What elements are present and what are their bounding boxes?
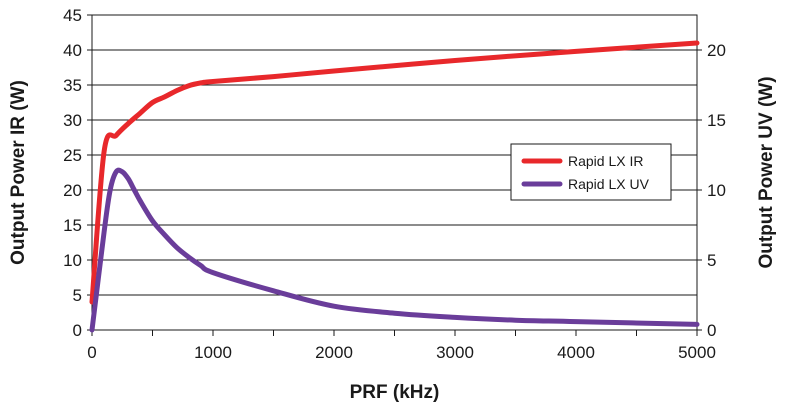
y2-tick-label: 0 xyxy=(707,321,716,340)
x-axis-title: PRF (kHz) xyxy=(350,382,440,403)
y-tick-label: 25 xyxy=(63,146,82,165)
y-tick-label: 10 xyxy=(63,251,82,270)
y2-tick-label: 5 xyxy=(707,251,716,270)
y-axis-right-title: Output Power UV (W) xyxy=(756,76,777,268)
legend-box xyxy=(510,143,672,201)
series-line-ir xyxy=(89,40,700,305)
y-axis-left-title: Output Power IR (W) xyxy=(8,80,29,265)
y-tick-label: 5 xyxy=(73,286,82,305)
y-tick-label: 15 xyxy=(63,216,82,235)
y-tick-label: 20 xyxy=(63,181,82,200)
y-tick-label: 45 xyxy=(63,6,82,25)
y2-tick-label: 15 xyxy=(707,111,726,130)
legend: Rapid LX IR Rapid LX UV xyxy=(510,143,672,201)
x-tick-label: 3000 xyxy=(436,343,474,362)
y-tick-label: 40 xyxy=(63,41,82,60)
series-line-uv xyxy=(89,167,700,333)
x-tick-label: 5000 xyxy=(678,343,716,362)
y2-tick-label: 10 xyxy=(707,181,726,200)
axis-ticks: 0 5 10 15 20 25 30 35 40 45 0 5 10 15 20 0 1000 2000 3000 4… xyxy=(63,6,726,362)
x-tick-label: 4000 xyxy=(557,343,595,362)
y-tick-label: 0 xyxy=(73,321,82,340)
y-tick-label: 30 xyxy=(63,111,82,130)
y2-tick-label: 20 xyxy=(707,41,726,60)
legend-label-ir: Rapid LX IR xyxy=(568,153,643,169)
legend-label-uv: Rapid LX UV xyxy=(568,176,650,192)
x-tick-label: 0 xyxy=(87,343,96,362)
x-tick-label: 1000 xyxy=(194,343,232,362)
x-tick-label: 2000 xyxy=(315,343,353,362)
series-lines xyxy=(89,40,700,333)
y-tick-label: 35 xyxy=(63,76,82,95)
